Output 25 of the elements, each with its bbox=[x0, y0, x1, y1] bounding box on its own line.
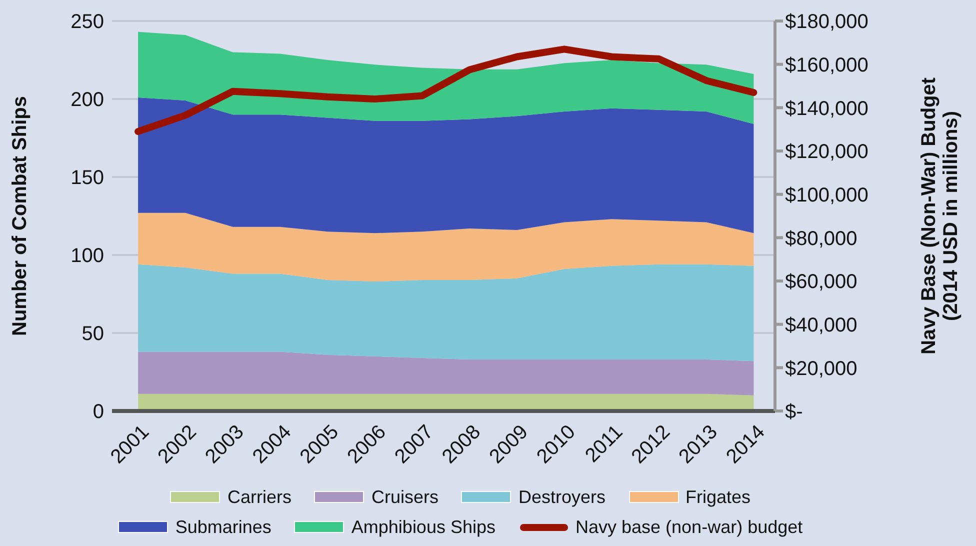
y2-tick-label: $60,000 bbox=[785, 271, 858, 294]
y2-tick-label: $160,000 bbox=[785, 54, 868, 76]
y-tick-label: 50 bbox=[82, 323, 104, 346]
y2-tick-label: $140,000 bbox=[785, 98, 868, 120]
y2-tick-label: $180,000 bbox=[785, 11, 868, 34]
legend-label: Amphibious Ships bbox=[351, 516, 496, 538]
y2-axis-title: Navy Base (Non-War) Budget (2014 USD in millions) bbox=[918, 77, 962, 355]
y-axis-title: Number of Combat Ships bbox=[9, 96, 31, 336]
y-tick-label: 100 bbox=[70, 245, 104, 268]
legend-label: Cruisers bbox=[371, 486, 438, 508]
y-tick-label: 150 bbox=[70, 167, 104, 190]
y-tick-label: 0 bbox=[92, 401, 104, 424]
y2-tick-label: $20,000 bbox=[785, 358, 858, 380]
legend-label: Carriers bbox=[227, 486, 292, 508]
legend-label: Submarines bbox=[175, 516, 272, 538]
y2-tick-label: $100,000 bbox=[785, 184, 868, 206]
y2-tick-label: $120,000 bbox=[785, 141, 868, 164]
y2-tick-label: $80,000 bbox=[785, 228, 858, 250]
y-tick-label: 250 bbox=[70, 11, 104, 34]
y-tick-label: 200 bbox=[70, 89, 104, 112]
legend-label: Frigates bbox=[686, 486, 751, 508]
legend-label: Navy base (non-war) budget bbox=[576, 516, 803, 538]
y2-tick-label: $40,000 bbox=[785, 314, 858, 336]
legend-label: Destroyers bbox=[518, 486, 606, 508]
y2-tick-label: $- bbox=[785, 401, 803, 424]
